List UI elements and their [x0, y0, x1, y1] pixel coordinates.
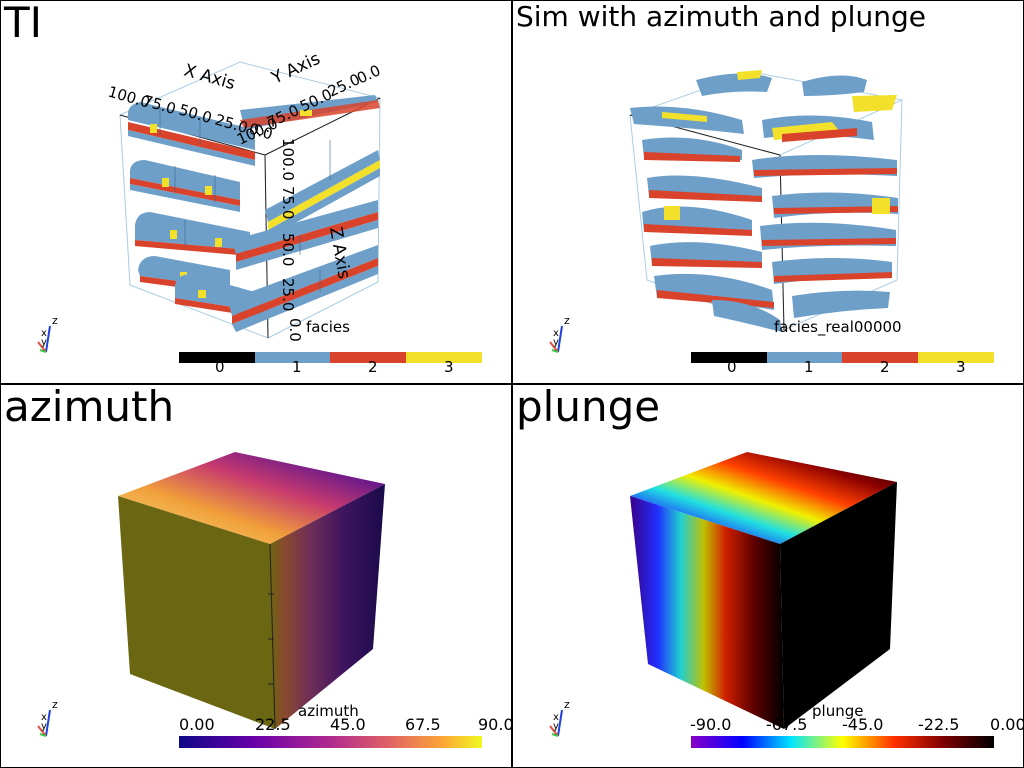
- viewport-azimuth[interactable]: z x y azimuth 0.00 22.5 45.0 67.5 90.0 a…: [0, 384, 512, 768]
- ti-channels: [128, 95, 380, 332]
- panel-title-sim: Sim with azimuth and plunge: [516, 0, 926, 33]
- ti-colorbar-title: facies: [306, 318, 350, 336]
- colorbar-label: 0: [727, 358, 737, 376]
- colorbar-swatch: [406, 352, 482, 363]
- ti-z-tick-labels: 100.0 75.0 50.0 25.0 0.0: [279, 138, 304, 342]
- viewport-ti[interactable]: X Axis Y Axis Z Axis 100.0 75.0 50.0 25.…: [0, 0, 512, 384]
- colorbar-label: -22.5: [918, 715, 959, 734]
- colorbar-label: 0: [215, 358, 225, 376]
- ti-z-tick: 25.0: [279, 278, 297, 311]
- widget-x-label: x: [41, 328, 47, 339]
- plunge-right-face: [780, 482, 897, 729]
- colorbar-label: 3: [956, 358, 966, 376]
- sim-colorbar-title: facies_real00000: [774, 318, 902, 337]
- orientation-axes-widget: z x y: [37, 314, 58, 353]
- widget-x-label: x: [553, 712, 559, 723]
- ti-z-tick: 100.0: [279, 138, 297, 181]
- panel-title-plunge: plunge: [516, 384, 661, 431]
- ti-colorbar: facies 0 1 2 3: [179, 318, 482, 376]
- plunge-colorbar-title: plunge: [812, 702, 863, 720]
- plunge-top-face: [630, 452, 897, 544]
- orientation-axes-widget: z x y: [549, 698, 570, 737]
- widget-y-label: y: [553, 721, 559, 732]
- azimuth-front-face: [118, 496, 275, 729]
- widget-y-label: y: [41, 337, 47, 348]
- colorbar-swatch: [767, 352, 842, 363]
- widget-z-label: z: [564, 314, 570, 327]
- plunge-colorbar: plunge -90.0 -67.5 -45.0 -22.5 0.00: [690, 702, 1024, 748]
- colorbar-label: 1: [804, 358, 814, 376]
- widget-z-label: z: [52, 314, 58, 327]
- viewport-divider-horizontal: [0, 383, 1024, 385]
- azimuth-top-face: [118, 452, 385, 544]
- ti-y-tick: 75.0: [264, 101, 302, 131]
- colorbar-label: 90.0: [478, 715, 512, 734]
- viewport-plunge[interactable]: z x y plunge -90.0 -67.5 -45.0 -22.5 0.0…: [512, 384, 1024, 768]
- widget-z-label: z: [52, 698, 58, 711]
- panel-title-ti: TI: [4, 0, 43, 47]
- azimuth-z-edge: [269, 543, 276, 730]
- colorbar-label: 22.5: [255, 715, 291, 734]
- colorbar-label: 1: [292, 358, 302, 376]
- plunge-colorbar-ramp: [691, 736, 994, 748]
- azimuth-scene[interactable]: z x y azimuth 0.00 22.5 45.0 67.5 90.0: [0, 384, 512, 768]
- colorbar-swatch: [179, 352, 255, 363]
- colorbar-label: 0.00: [179, 715, 215, 734]
- ti-z-tick: 0.0: [286, 318, 304, 342]
- widget-z-label: z: [564, 698, 570, 711]
- azimuth-tick-marks: [268, 593, 274, 685]
- colorbar-swatch: [330, 352, 406, 363]
- widget-x-label: x: [41, 712, 47, 723]
- ti-x-tick: 0.0: [247, 120, 275, 144]
- ti-x-axis-title: X Axis: [182, 61, 238, 95]
- ti-z-tick: 50.0: [279, 233, 297, 266]
- azimuth-colorbar: azimuth 0.00 22.5 45.0 67.5 90.0: [179, 702, 512, 748]
- ti-z-tick: 75.0: [279, 186, 297, 219]
- colorbar-label: 2: [368, 358, 378, 376]
- azimuth-colorbar-ramp: [179, 736, 482, 748]
- orientation-axes-widget: z x y: [549, 314, 570, 353]
- colorbar-label: 2: [880, 358, 890, 376]
- plunge-scene[interactable]: z x y plunge -90.0 -67.5 -45.0 -22.5 0.0…: [512, 384, 1024, 768]
- widget-x-label: x: [553, 328, 559, 339]
- colorbar-swatch: [255, 352, 330, 363]
- colorbar-label: 67.5: [405, 715, 441, 734]
- viewport-sim[interactable]: z x y facies_real00000 0 1 2 3 Sim with …: [512, 0, 1024, 384]
- colorbar-swatch: [918, 352, 994, 363]
- ti-scene[interactable]: X Axis Y Axis Z Axis 100.0 75.0 50.0 25.…: [0, 0, 512, 384]
- sim-realization-bodies: [630, 70, 898, 332]
- widget-y-label: y: [553, 337, 559, 348]
- sim-colorbar: facies_real00000 0 1 2 3: [691, 318, 994, 376]
- colorbar-label: -67.5: [766, 715, 807, 734]
- colorbar-label: -45.0: [842, 715, 883, 734]
- plunge-front-face: [630, 496, 784, 729]
- azimuth-right-face: [270, 484, 385, 729]
- colorbar-label: 45.0: [330, 715, 366, 734]
- azimuth-colorbar-title: azimuth: [298, 702, 359, 720]
- colorbar-swatch: [842, 352, 918, 363]
- orientation-axes-widget: z x y: [37, 698, 58, 737]
- sim-scene[interactable]: z x y facies_real00000 0 1 2 3: [512, 0, 1024, 384]
- colorbar-label: -90.0: [690, 715, 731, 734]
- colorbar-label: 3: [444, 358, 454, 376]
- colorbar-label: 0.00: [990, 715, 1024, 734]
- panel-title-azimuth: azimuth: [4, 384, 175, 431]
- widget-y-label: y: [41, 721, 47, 732]
- colorbar-swatch: [691, 352, 767, 363]
- ti-y-axis-title: Y Axis: [268, 49, 324, 89]
